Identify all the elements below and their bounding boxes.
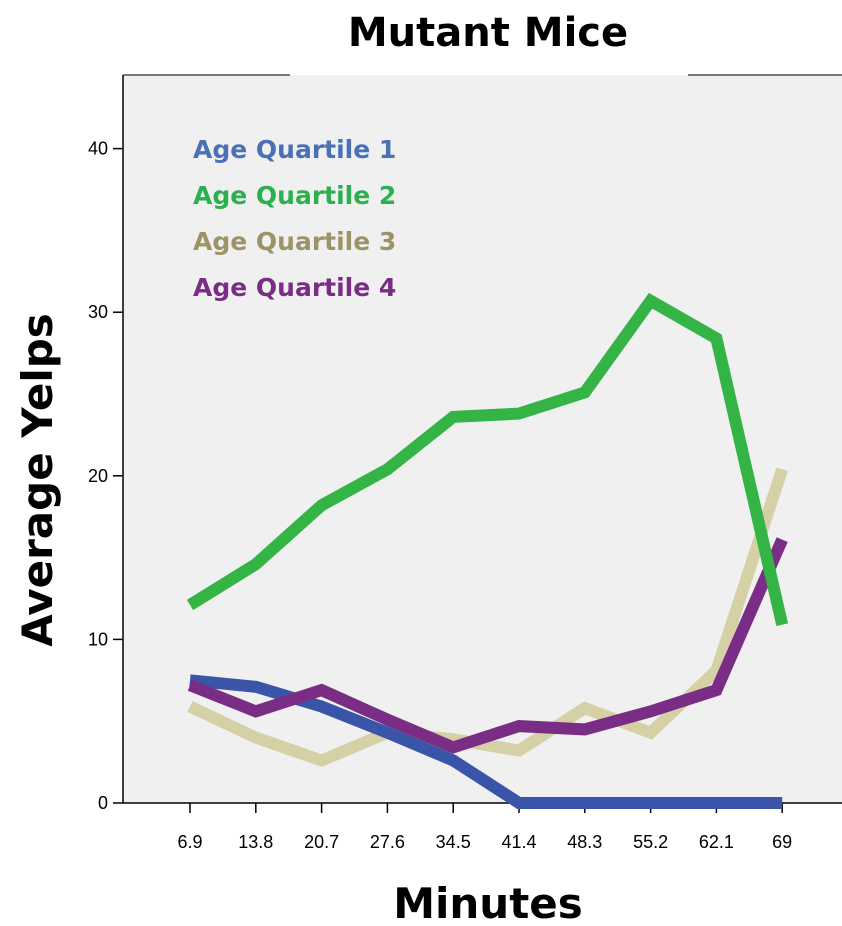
x-tick-label: 62.1	[699, 832, 734, 852]
legend-entry-quartile-1: Age Quartile 1	[193, 135, 396, 164]
y-tick-label: 10	[88, 629, 108, 649]
y-tick-label: 40	[88, 139, 108, 159]
series-line-quartile-2	[186, 292, 789, 627]
series-lines	[186, 292, 789, 809]
y-tick-label: 20	[88, 466, 108, 486]
x-axis-title: Minutes	[393, 879, 583, 926]
x-tick-label: 6.9	[177, 832, 202, 852]
x-tick-label: 20.7	[304, 832, 339, 852]
legend-entry-quartile-3: Age Quartile 3	[193, 227, 396, 256]
series-line-quartile-4	[187, 537, 788, 754]
x-tick-label: 41.4	[501, 832, 536, 852]
x-tick-label: 48.3	[567, 832, 602, 852]
x-tick-label: 69	[772, 832, 792, 852]
y-axis-ticks: 0 10 20 30 40	[88, 139, 123, 813]
legend-entry-quartile-2: Age Quartile 2	[193, 181, 396, 210]
y-tick-label: 0	[98, 793, 108, 813]
x-tick-label: 55.2	[633, 832, 668, 852]
legend-entry-quartile-4: Age Quartile 4	[193, 273, 396, 302]
y-axis-title: Average Yelps	[13, 313, 62, 647]
x-tick-label: 27.6	[370, 832, 405, 852]
x-axis-ticks: 6.9 13.8 20.7 27.6 34.5 41.4 48.3 55.2 62.1 69	[177, 803, 792, 852]
chart-title: Mutant Mice	[348, 10, 628, 56]
x-tick-label: 34.5	[436, 832, 471, 852]
y-tick-label: 30	[88, 302, 108, 322]
legend: Age Quartile 1 Age Quartile 2 Age Quartile…	[193, 135, 396, 302]
x-tick-label: 13.8	[238, 832, 273, 852]
